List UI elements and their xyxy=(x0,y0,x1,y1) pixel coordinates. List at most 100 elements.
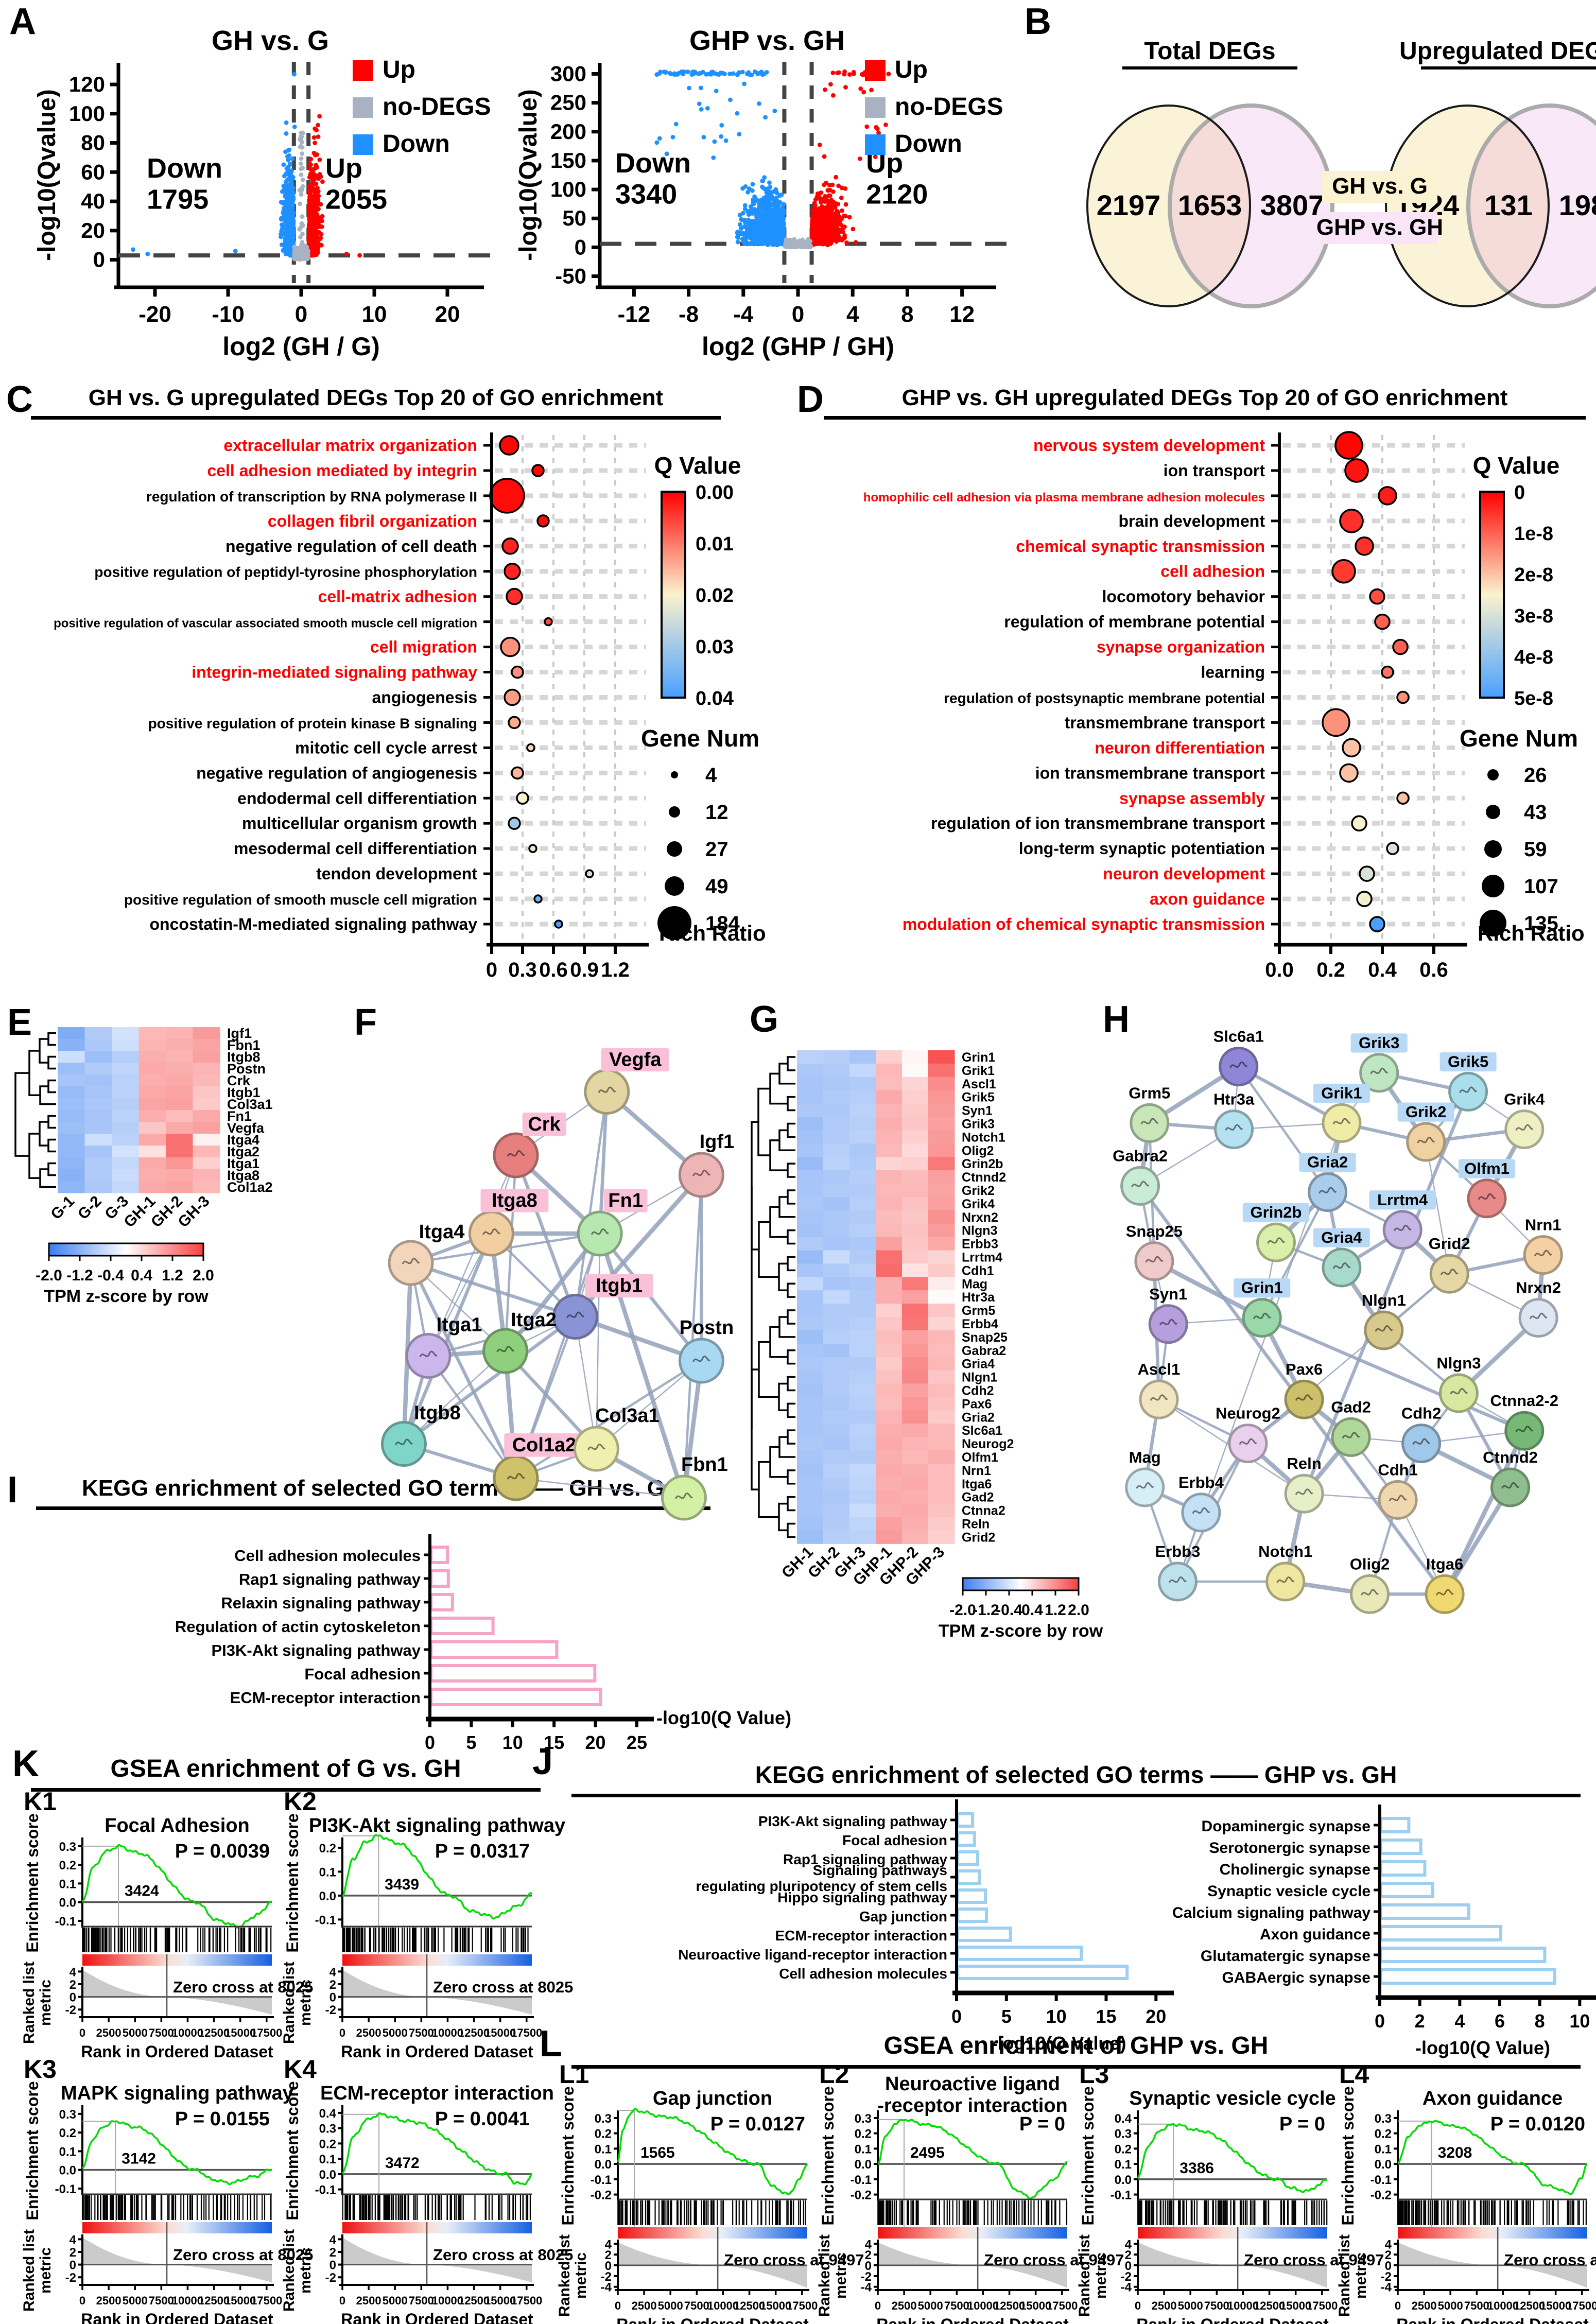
circle-shape xyxy=(747,186,752,191)
network-f: Vegfa Crk Igf1 Itga8 Fn1 Itga4 Itgb1 Itga1 Itga2… xyxy=(380,1048,734,1521)
text-shape: 0.0 xyxy=(1265,959,1294,981)
circle-shape xyxy=(819,221,824,226)
text-shape: 0 xyxy=(575,235,586,259)
circle-shape xyxy=(745,209,750,214)
text-shape: 6 xyxy=(1495,2010,1505,2032)
text-shape: Nlgn3 xyxy=(962,1224,997,1238)
circle-shape xyxy=(311,135,317,140)
circle-shape xyxy=(735,239,740,245)
rect-shape xyxy=(166,1086,194,1099)
path-shape xyxy=(482,1228,500,1235)
circle-shape xyxy=(291,195,296,200)
circle-shape xyxy=(834,221,838,227)
text-shape: negative regulation of angiogenesis xyxy=(196,764,477,782)
circle-shape xyxy=(145,251,150,256)
rect-shape xyxy=(902,1343,929,1358)
circle-shape xyxy=(317,157,322,162)
circle-shape xyxy=(748,72,753,77)
rect-shape xyxy=(504,1433,584,1457)
circle-shape xyxy=(287,182,292,187)
rect-shape xyxy=(823,1130,850,1144)
path-shape xyxy=(1393,1224,1412,1232)
circle-shape xyxy=(489,478,525,514)
circle-shape xyxy=(282,224,287,230)
text-shape: Ascl1 xyxy=(1138,1360,1181,1378)
rect-shape xyxy=(166,1122,194,1134)
rect-shape xyxy=(1439,1052,1497,1072)
rect-shape xyxy=(193,1063,220,1075)
text-shape: Pax6 xyxy=(1286,1360,1323,1378)
line-shape xyxy=(403,1350,506,1445)
circle-shape xyxy=(779,235,784,240)
text-shape: Itgb8 xyxy=(414,1402,461,1424)
line-shape xyxy=(409,1262,517,1479)
rect-shape xyxy=(823,1317,850,1331)
g-shape xyxy=(131,72,362,262)
rect-shape xyxy=(797,1250,824,1264)
text-shape: 0.4 xyxy=(131,1267,152,1284)
path-shape xyxy=(402,1258,420,1264)
path-shape xyxy=(1145,1256,1164,1263)
rect-shape xyxy=(603,1189,648,1212)
text-shape: Down 1795 xyxy=(147,153,222,215)
polyline-shape xyxy=(778,1262,788,1291)
path-shape xyxy=(1450,1388,1468,1395)
polyline-shape xyxy=(28,1133,40,1179)
text-shape: cell adhesion mediated by integrin xyxy=(207,461,477,480)
circle-shape xyxy=(281,232,285,237)
circle-shape xyxy=(728,97,733,102)
polyline-shape xyxy=(47,1032,56,1046)
circle-shape xyxy=(1351,815,1367,831)
text-shape: GH vs. G xyxy=(212,25,329,56)
text-shape: Itga4 xyxy=(227,1132,259,1148)
text-shape: -1.2 xyxy=(66,1267,93,1284)
text-shape: Erbb3 xyxy=(962,1237,998,1252)
rect-shape xyxy=(876,1424,903,1437)
circle-shape xyxy=(314,163,319,168)
text-shape: synapse organization xyxy=(1097,638,1265,656)
rect-shape xyxy=(902,1157,929,1171)
path-shape xyxy=(82,1969,272,2015)
circle-shape xyxy=(810,228,816,233)
text-shape: 8 xyxy=(1535,2010,1545,2032)
circle-shape xyxy=(313,209,318,214)
polyline-shape xyxy=(787,1376,795,1392)
rect-shape xyxy=(1379,1947,1547,1963)
circle-shape xyxy=(812,203,818,208)
circle-shape xyxy=(830,93,836,98)
text-shape: log2 (GH / G) xyxy=(222,332,380,361)
polyline-shape xyxy=(787,1496,795,1512)
text-shape: 20 xyxy=(435,302,460,327)
text-shape: 60 xyxy=(81,160,105,184)
rect-shape xyxy=(84,1146,112,1158)
circle-shape xyxy=(284,131,289,136)
rect-shape xyxy=(876,1210,903,1224)
circle-shape xyxy=(770,222,775,228)
circle-shape xyxy=(815,191,820,196)
circle-shape xyxy=(287,207,292,212)
rect-shape xyxy=(849,1530,876,1544)
rect-shape xyxy=(84,1098,112,1111)
circle-shape xyxy=(1342,738,1361,758)
text-shape: Grm5 xyxy=(962,1304,995,1318)
circle-shape xyxy=(1339,509,1364,533)
rect-shape xyxy=(876,1290,903,1304)
rect-shape xyxy=(58,1110,85,1122)
circle-shape xyxy=(286,158,291,163)
rect-shape xyxy=(849,1184,876,1198)
rect-shape xyxy=(902,1424,929,1437)
rect-shape xyxy=(58,1169,85,1182)
text-shape: regulation of postsynaptic membrane pote… xyxy=(944,690,1265,706)
rect-shape xyxy=(797,1450,824,1464)
rect-shape xyxy=(166,1181,194,1193)
text-shape: -10 xyxy=(212,302,245,327)
rect-shape xyxy=(928,1263,955,1277)
rect-shape xyxy=(876,1530,903,1544)
rect-shape xyxy=(429,1569,450,1588)
circle-shape xyxy=(1322,708,1350,737)
rect-shape xyxy=(112,1181,140,1193)
ellipse-shape xyxy=(1170,106,1250,306)
rect-shape xyxy=(849,1103,876,1118)
circle-shape xyxy=(313,141,317,145)
circle-shape xyxy=(827,187,832,193)
